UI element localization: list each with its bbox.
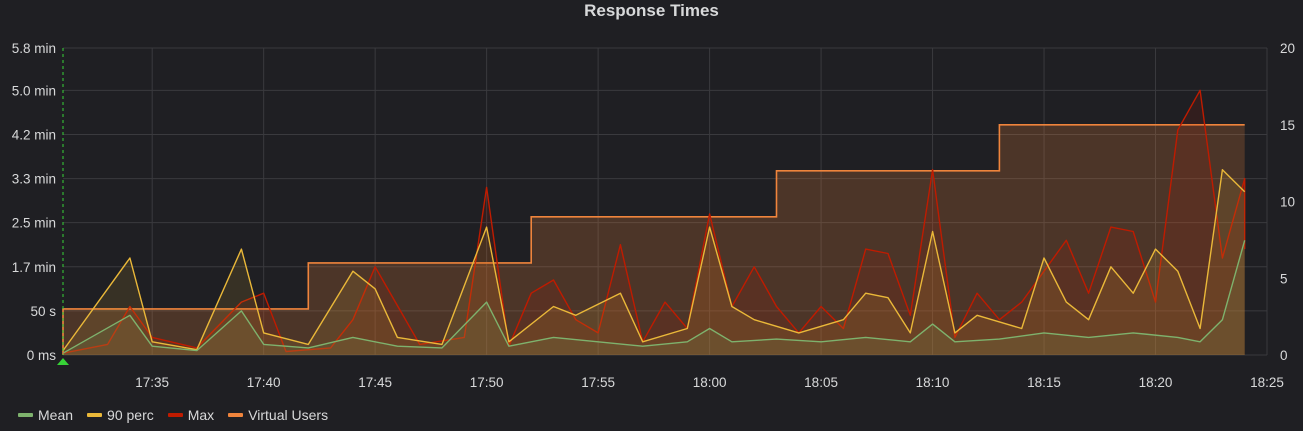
- series-line-mean: [62, 240, 1246, 354]
- series-line-90-perc: [62, 169, 1246, 352]
- series-area-max: [63, 90, 1245, 356]
- legend-label-max: Max: [187, 407, 215, 423]
- y-right-tick-label: 10: [1280, 195, 1295, 210]
- legend-item-mean[interactable]: Mean: [18, 407, 73, 423]
- legend-item-max[interactable]: Max: [167, 407, 215, 423]
- x-tick-label: 18:20: [1139, 375, 1173, 390]
- legend-swatch-mean: [18, 413, 33, 417]
- y-left-tick-label: 0 ms: [27, 348, 57, 363]
- y-right-tick-label: 0: [1280, 348, 1288, 363]
- annotation-marker: [57, 358, 69, 365]
- legend: Mean 90 perc Max Virtual Users: [18, 407, 342, 423]
- x-tick-label: 18:25: [1250, 375, 1284, 390]
- series-area-mean: [63, 240, 1245, 355]
- y-left-tick-label: 1.7 min: [12, 260, 56, 275]
- x-tick-label: 18:15: [1027, 375, 1061, 390]
- y-right-tick-label: 5: [1280, 271, 1288, 286]
- legend-swatch-max: [167, 413, 183, 417]
- y-left-tick-label: 5.8 min: [12, 41, 56, 56]
- x-tick-label: 17:45: [358, 375, 392, 390]
- y-left-tick-label: 3.3 min: [12, 172, 56, 187]
- y-left-tick-label: 4.2 min: [12, 127, 56, 142]
- y-left-tick-label: 2.5 min: [12, 216, 56, 231]
- x-tick-label: 18:05: [804, 375, 838, 390]
- legend-item-90-perc[interactable]: 90 perc: [87, 407, 154, 423]
- legend-label-virtual-users: Virtual Users: [248, 407, 329, 423]
- legend-item-virtual-users[interactable]: Virtual Users: [228, 407, 328, 423]
- panel-title[interactable]: Response Times: [584, 1, 719, 20]
- y-right-tick-label: 20: [1280, 41, 1295, 56]
- x-tick-label: 17:55: [581, 375, 615, 390]
- x-tick-label: 17:50: [470, 375, 504, 390]
- series-line-virtual-users: [62, 124, 1245, 355]
- legend-swatch-90-perc: [87, 413, 103, 417]
- y-left-tick-label: 50 s: [30, 304, 56, 319]
- x-tick-label: 18:00: [693, 375, 727, 390]
- x-tick-label: 18:10: [916, 375, 950, 390]
- x-tick-label: 17:40: [247, 375, 281, 390]
- y-right-tick-label: 15: [1280, 118, 1295, 133]
- x-tick-label: 17:35: [135, 375, 169, 390]
- legend-label-90-perc: 90 perc: [107, 407, 154, 423]
- legend-swatch-virtual-users: [228, 413, 244, 417]
- legend-label-mean: Mean: [38, 407, 74, 423]
- y-left-tick-label: 5.0 min: [12, 83, 56, 98]
